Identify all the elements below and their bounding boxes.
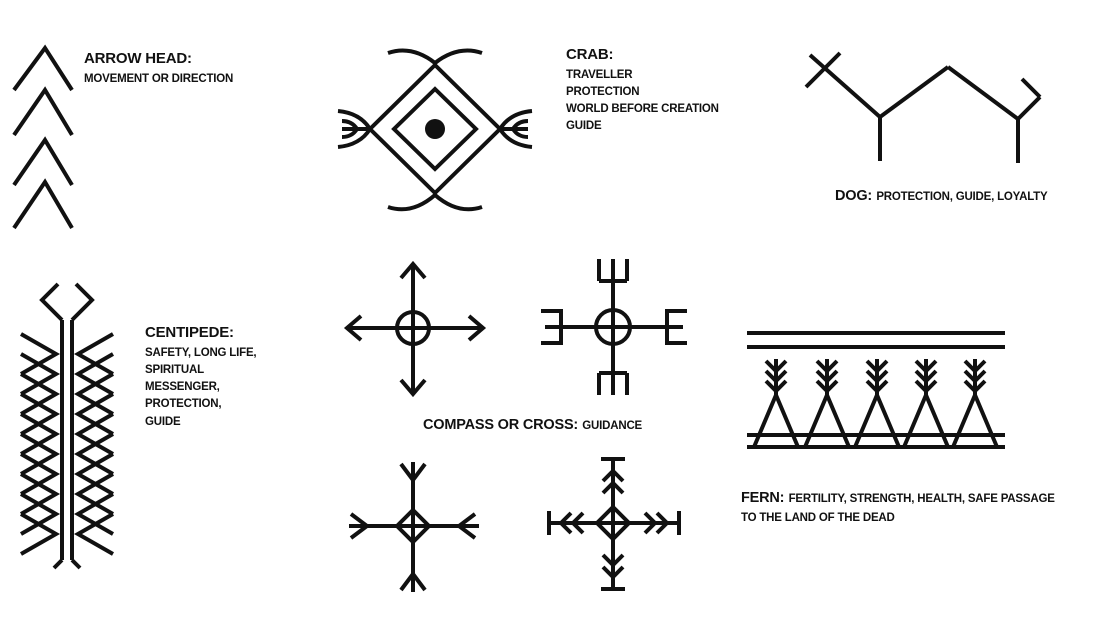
compass-symbol-forks (541, 259, 687, 395)
fern-description-line-2: TO THE LAND OF THE DEAD (741, 512, 895, 524)
compass-symbol-arrows (343, 260, 487, 398)
centipede-line-3: MESSENGER, (145, 381, 220, 393)
arrowhead-symbol (12, 44, 74, 230)
crab-label: CRAB: TRAVELLER PROTECTION WORLD BEFORE … (566, 44, 719, 136)
centipede-line-4: PROTECTION, (145, 398, 222, 411)
crab-line-4: GUIDE (566, 120, 602, 133)
centipede-line-1: SAFETY, LONG LIFE, (145, 346, 257, 359)
centipede-label: CENTIPEDE: SAFETY, LONG LIFE, SPIRITUAL … (145, 322, 257, 431)
fern-description-line-1: FERTILITY, STRENGTH, HEALTH, SAFE PASSAG… (788, 493, 1055, 505)
compass-description: GUIDANCE (582, 420, 643, 432)
compass-symbol-diamond (349, 462, 479, 592)
crab-symbol (337, 48, 533, 212)
centipede-symbol (20, 282, 114, 570)
crab-line-3: WORLD BEFORE CREATION (566, 103, 719, 115)
centipede-line-5: GUIDE (145, 415, 181, 428)
fern-symbol (747, 331, 1005, 449)
arrowhead-title: ARROW HEAD: (84, 50, 192, 67)
dog-description: PROTECTION, GUIDE, LOYALTY (876, 191, 1048, 203)
crab-line-2: PROTECTION (566, 85, 640, 98)
centipede-title: CENTIPEDE: (145, 324, 234, 341)
dog-label: DOG: PROTECTION, GUIDE, LOYALTY (835, 184, 1048, 208)
dog-symbol (804, 51, 1042, 163)
dog-title: DOG: (835, 188, 873, 204)
fern-label: FERN: FERTILITY, STRENGTH, HEALTH, SAFE … (741, 486, 1055, 527)
centipede-line-2: SPIRITUAL (145, 363, 204, 376)
arrowhead-description: MOVEMENT OR DIRECTION (84, 72, 234, 85)
compass-label: COMPASS OR CROSS: GUIDANCE (423, 413, 642, 437)
crab-title: CRAB: (566, 46, 614, 63)
fern-title: FERN: (741, 490, 785, 506)
compass-title: COMPASS OR CROSS: (423, 417, 579, 433)
crab-line-1: TRAVELLER (566, 68, 633, 81)
compass-symbol-chevrons (547, 457, 681, 591)
arrowhead-label: ARROW HEAD: MOVEMENT OR DIRECTION (84, 48, 233, 88)
